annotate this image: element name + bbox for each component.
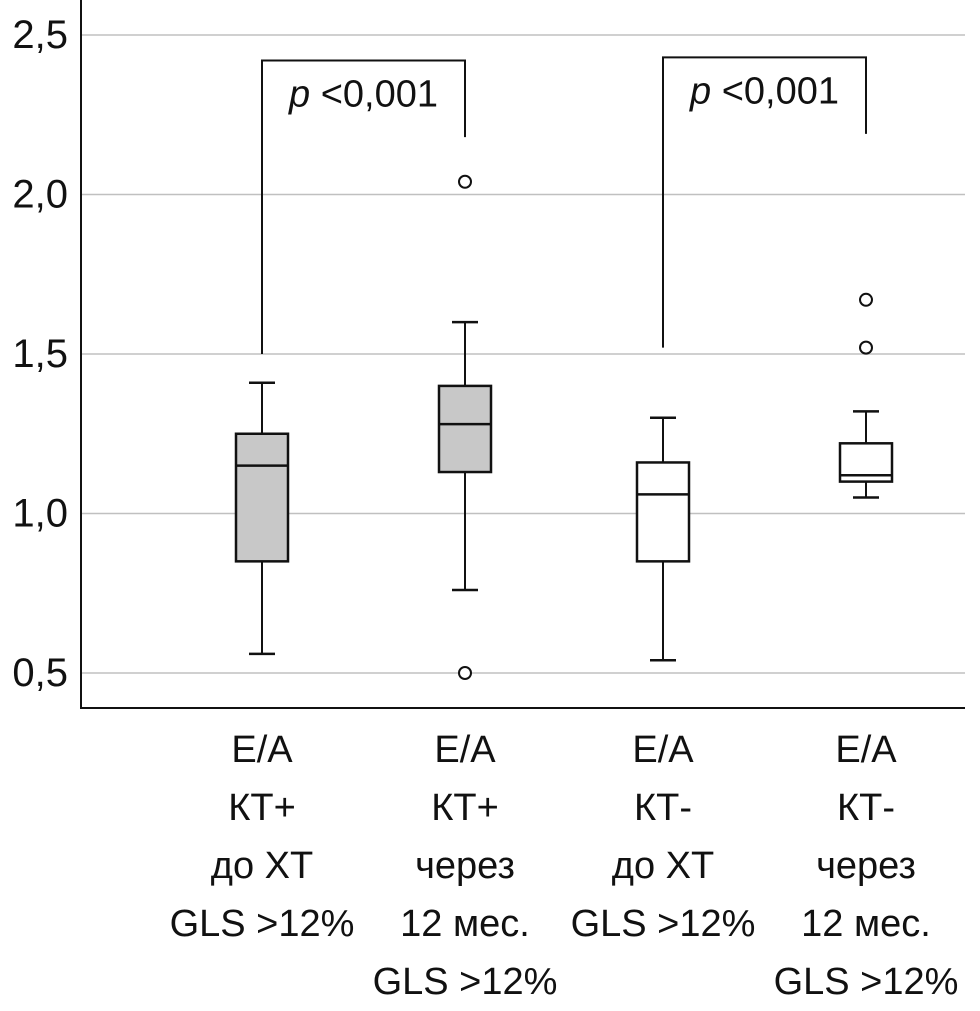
iqr-box bbox=[234, 432, 290, 563]
bracket-line bbox=[261, 59, 466, 354]
outlier-point bbox=[859, 292, 873, 307]
category-label-line: E/A bbox=[434, 729, 496, 771]
significance-bracket: p <0,001 bbox=[662, 56, 867, 348]
category-label-line: через bbox=[816, 845, 916, 887]
y-tick-label: 2,5 bbox=[12, 13, 68, 57]
p-symbol: p bbox=[288, 74, 321, 116]
p-value: <0,001 bbox=[722, 70, 839, 112]
category-labels: E/A КТ+ до ХТ GLS >12% E/A КТ+ через 12 мес. GLS… bbox=[170, 729, 959, 1003]
box-4 bbox=[838, 292, 894, 499]
outlier-point bbox=[859, 340, 873, 355]
category-label-line: GLS >12% bbox=[373, 961, 558, 1003]
category-label-line: КТ+ bbox=[228, 787, 296, 829]
outlier-point bbox=[458, 666, 472, 680]
axes bbox=[80, 0, 965, 709]
category-label-line: через bbox=[415, 845, 515, 887]
iqr-box bbox=[635, 461, 691, 563]
category-label-line: 12 мес. bbox=[400, 903, 530, 945]
category-label-3: E/A КТ-до ХТ GLS >12% bbox=[571, 729, 756, 945]
y-tick-labels: 0,5 1,0 1,5 2,0 2,5 bbox=[12, 13, 68, 695]
boxes bbox=[234, 174, 894, 680]
p-value-label: p <0,001 bbox=[288, 74, 438, 116]
category-label-line: до ХТ bbox=[612, 845, 714, 887]
category-label-line: 12 мес. bbox=[801, 903, 931, 945]
category-label-line: E/A bbox=[632, 729, 694, 771]
y-tick-label: 2,0 bbox=[12, 173, 68, 217]
outlier-point bbox=[458, 174, 472, 189]
box-1 bbox=[234, 381, 290, 656]
p-symbol: p bbox=[689, 70, 722, 112]
category-label-2: E/A КТ+ через 12 мес. GLS >12% bbox=[373, 729, 558, 1003]
box-3 bbox=[635, 416, 691, 662]
category-label-line: КТ- bbox=[634, 787, 692, 829]
box-2 bbox=[437, 174, 493, 680]
y-tick-label: 1,5 bbox=[12, 332, 68, 376]
category-label-line: GLS >12% bbox=[774, 961, 959, 1003]
category-label-1: E/A КТ+ до ХТ GLS >12% bbox=[170, 729, 355, 945]
category-label-line: GLS >12% bbox=[571, 903, 756, 945]
category-label-line: КТ- bbox=[837, 787, 895, 829]
bracket-line bbox=[662, 56, 867, 348]
category-label-line: КТ+ bbox=[431, 787, 499, 829]
gridlines bbox=[81, 34, 965, 674]
category-label-line: GLS >12% bbox=[170, 903, 355, 945]
significance-bracket: p <0,001 bbox=[261, 59, 466, 354]
y-tick-label: 1,0 bbox=[12, 492, 68, 536]
iqr-box bbox=[437, 384, 493, 474]
category-label-line: E/A bbox=[231, 729, 293, 771]
p-value: <0,001 bbox=[321, 74, 438, 116]
category-label-4: E/A КТ-через 12 мес. GLS >12% bbox=[774, 729, 959, 1003]
y-tick-label: 0,5 bbox=[12, 651, 68, 695]
category-label-line: до ХТ bbox=[211, 845, 313, 887]
significance-brackets: p <0,001 p <0,001 bbox=[261, 56, 867, 354]
p-value-label: p <0,001 bbox=[689, 70, 839, 112]
category-label-line: E/A bbox=[835, 729, 897, 771]
